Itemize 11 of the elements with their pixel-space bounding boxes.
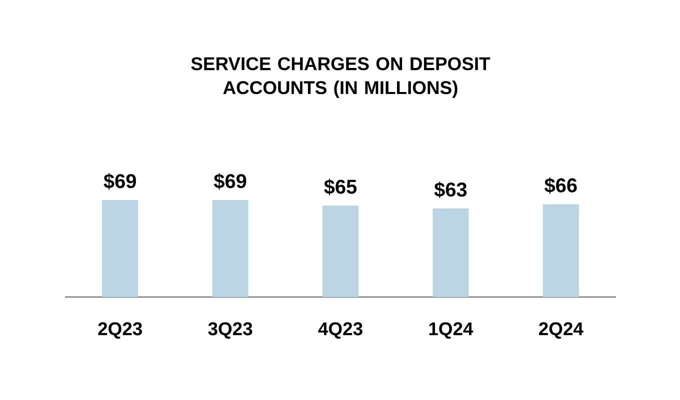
- x-tick-label: 2Q23: [98, 322, 142, 339]
- chart-title: SERVICE CHARGES ON DEPOSIT ACCOUNTS (IN MILLIONS): [191, 57, 490, 98]
- data-label: $65: [324, 178, 357, 196]
- x-tick-label: 3Q23: [208, 322, 252, 339]
- x-tick-label: 2Q24: [539, 322, 584, 339]
- data-label: $63: [434, 182, 467, 198]
- data-label: $69: [214, 173, 246, 190]
- data-label: $66: [544, 177, 577, 194]
- x-tick-label: 4Q23: [318, 322, 362, 339]
- x-tick-label: 1Q24: [429, 322, 474, 339]
- data-label: $69: [104, 173, 136, 190]
